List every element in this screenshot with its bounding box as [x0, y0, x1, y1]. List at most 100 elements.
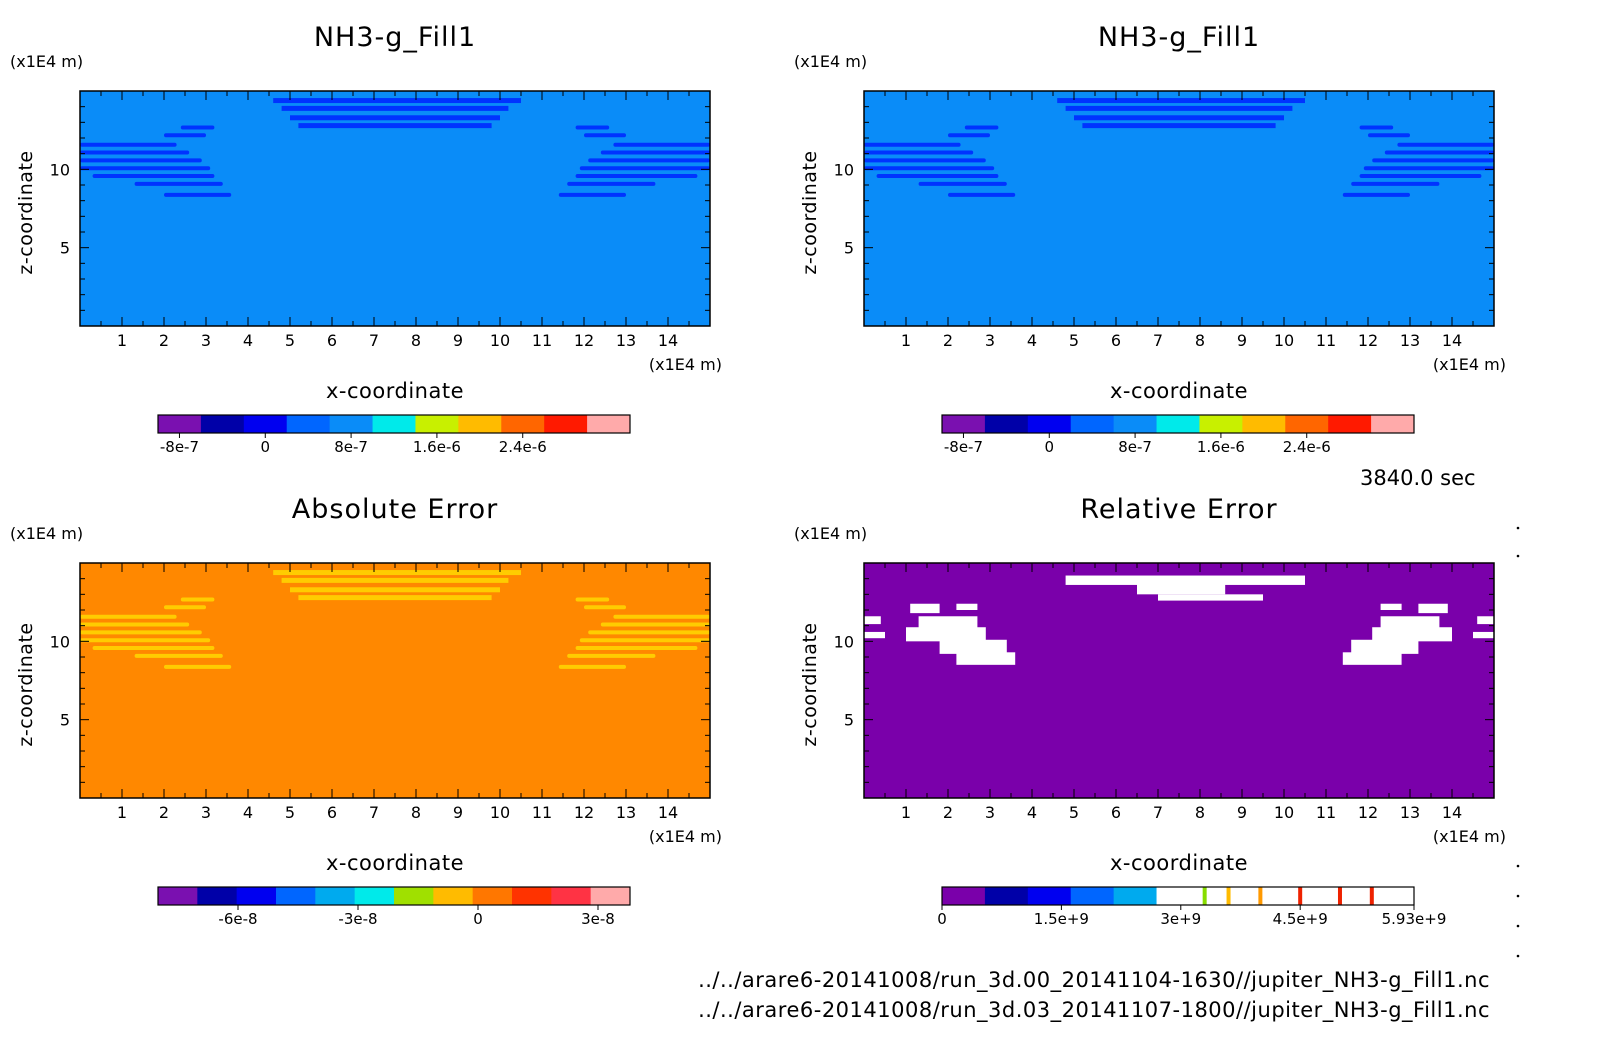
z-unit-label: (x1E4 m)	[794, 52, 867, 71]
data-cell	[92, 174, 215, 179]
x-tick-label: 2	[943, 803, 953, 822]
colorbar-swatch	[1199, 887, 1243, 905]
data-cell	[80, 622, 190, 627]
data-cell	[1158, 594, 1263, 601]
data-cell	[80, 638, 211, 643]
x-axis-label: x-coordinate	[326, 851, 464, 875]
colorbar-swatch	[942, 415, 986, 433]
x-tick-label: 3	[201, 803, 211, 822]
data-cell	[575, 125, 610, 130]
colorbar-swatch	[243, 415, 288, 433]
x-tick-label: 12	[574, 803, 594, 822]
colorbar-swatch	[315, 887, 356, 905]
data-cell	[1368, 133, 1410, 138]
plot-area	[80, 91, 710, 326]
x-tick-label: 4	[1027, 331, 1037, 350]
data-cell	[1074, 115, 1284, 121]
data-cell	[80, 630, 202, 635]
x-tick-label: 14	[658, 331, 678, 350]
data-cell	[92, 646, 215, 651]
colorbar-tick-label: 3e-8	[581, 910, 615, 928]
x-unit-label: (x1E4 m)	[649, 355, 722, 374]
x-tick-label: 11	[532, 803, 552, 822]
x-tick-label: 7	[1153, 803, 1163, 822]
data-cell	[290, 587, 500, 593]
x-tick-label: 13	[616, 331, 636, 350]
data-cell	[180, 125, 215, 130]
colorbar-swatch	[1027, 887, 1072, 905]
colorbar-marker	[1202, 887, 1207, 905]
x-tick-label: 12	[1358, 331, 1378, 350]
z-tick-label: 10	[50, 160, 70, 179]
data-cell	[918, 616, 978, 629]
x-tick-label: 12	[574, 331, 594, 350]
colorbar-tick-label: 1.6e-6	[413, 438, 461, 456]
colorbar-marker	[1298, 887, 1303, 905]
x-tick-label: 11	[1316, 803, 1336, 822]
data-cell	[864, 158, 986, 163]
colorbar-tick-label: -3e-8	[338, 910, 377, 928]
x-tick-label: 4	[1027, 803, 1037, 822]
x-tick-label: 1	[901, 803, 911, 822]
x-unit-label: (x1E4 m)	[649, 827, 722, 846]
colorbar-swatch	[1242, 415, 1286, 433]
data-cell	[1057, 98, 1305, 104]
x-tick-label: 13	[616, 803, 636, 822]
colorbar-swatch	[984, 415, 1029, 433]
margin-dot	[1516, 894, 1520, 898]
time-readout: 3840.0 sec	[1360, 466, 1476, 490]
data-cell	[298, 595, 492, 601]
x-tick-label: 6	[327, 803, 337, 822]
data-cell	[876, 174, 999, 179]
colorbar-swatch	[415, 415, 459, 433]
data-cell	[864, 150, 974, 155]
x-tick-label: 9	[453, 331, 463, 350]
data-cell	[1473, 631, 1494, 639]
data-cell	[1380, 616, 1440, 629]
colorbar-swatch	[200, 415, 245, 433]
x-tick-label: 4	[243, 331, 253, 350]
data-cell	[956, 603, 978, 610]
x-tick-label: 9	[1237, 331, 1247, 350]
source-file-2: ../../arare6-20141008/run_3d.03_20141107…	[698, 998, 1490, 1022]
plot-area	[80, 563, 710, 798]
margin-dot	[1516, 554, 1520, 558]
colorbar-swatch	[1328, 415, 1372, 433]
data-cell	[134, 653, 223, 658]
data-cell	[164, 192, 232, 197]
colorbar-swatch	[354, 887, 395, 905]
z-axis-label: z-coordinate	[799, 150, 821, 274]
x-tick-label: 14	[658, 803, 678, 822]
x-tick-label: 13	[1400, 803, 1420, 822]
data-cell	[864, 166, 995, 171]
colorbar-swatch	[1070, 887, 1115, 905]
colorbar-tick-label: 3e+9	[1160, 910, 1201, 928]
x-tick-label: 8	[411, 331, 421, 350]
plot-area	[864, 563, 1494, 798]
x-tick-label: 3	[985, 331, 995, 350]
colorbar-tick-label: 5.93e+9	[1382, 910, 1447, 928]
data-cell	[1082, 123, 1276, 129]
z-unit-label: (x1E4 m)	[794, 524, 867, 543]
x-tick-label: 1	[117, 803, 127, 822]
x-tick-label: 5	[285, 331, 295, 350]
colorbar-tick-label: 2.4e-6	[499, 438, 547, 456]
colorbar-tick-label: -6e-8	[218, 910, 257, 928]
z-tick-label: 5	[60, 239, 70, 258]
colorbar-swatch	[587, 415, 631, 433]
chart-panel-3: Absolute Error(x1E4 m)1 2 3 4 5 6 7 8 9 10 11 12 13 1…	[10, 494, 722, 928]
colorbar-tick-label: 8e-7	[1118, 438, 1152, 456]
colorbar-tick-label: 2.4e-6	[1283, 438, 1331, 456]
colorbar-swatch	[501, 415, 545, 433]
x-tick-label: 9	[1237, 803, 1247, 822]
margin-dot	[1516, 864, 1520, 868]
z-axis-label: z-coordinate	[799, 622, 821, 746]
colorbar-frame	[941, 414, 1415, 434]
z-unit-label: (x1E4 m)	[10, 52, 83, 71]
colorbar-swatch	[433, 887, 474, 905]
data-cell	[600, 150, 710, 155]
data-cell	[584, 605, 626, 610]
x-axis-label: x-coordinate	[1110, 379, 1248, 403]
margin-dot	[1516, 526, 1520, 530]
colorbar-swatch	[197, 887, 238, 905]
